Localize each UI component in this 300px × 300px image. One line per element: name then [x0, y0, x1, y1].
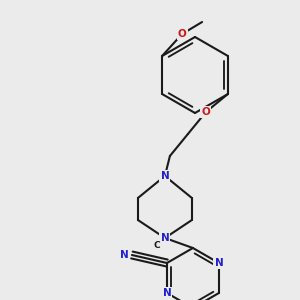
Text: N: N	[214, 258, 223, 268]
Text: N: N	[163, 288, 171, 298]
Text: N: N	[120, 250, 128, 260]
Text: O: O	[202, 107, 210, 117]
Text: C: C	[154, 241, 160, 250]
Text: N: N	[160, 171, 169, 181]
Text: O: O	[178, 29, 187, 39]
Text: N: N	[160, 233, 169, 243]
